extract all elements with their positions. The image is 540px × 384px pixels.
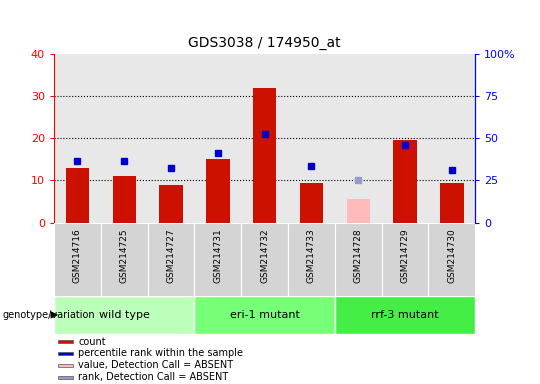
Bar — [101, 223, 147, 296]
Text: value, Detection Call = ABSENT: value, Detection Call = ABSENT — [78, 360, 233, 370]
Bar — [58, 340, 73, 343]
Text: GSM214730: GSM214730 — [447, 228, 456, 283]
Title: GDS3038 / 174950_at: GDS3038 / 174950_at — [188, 36, 341, 50]
Bar — [206, 159, 230, 223]
Text: GSM214725: GSM214725 — [120, 228, 129, 283]
Bar — [300, 183, 323, 223]
Bar — [58, 352, 73, 354]
Bar — [428, 223, 475, 296]
Bar — [58, 364, 73, 366]
Text: wild type: wild type — [99, 310, 150, 320]
Text: GSM214729: GSM214729 — [401, 228, 409, 283]
Bar — [241, 223, 288, 296]
Bar — [440, 183, 463, 223]
Bar — [335, 223, 382, 296]
Bar — [382, 223, 428, 296]
Text: GSM214731: GSM214731 — [213, 228, 222, 283]
Bar — [54, 223, 101, 296]
Text: genotype/variation: genotype/variation — [3, 310, 96, 320]
Text: count: count — [78, 336, 106, 347]
Bar — [159, 185, 183, 223]
Bar — [194, 223, 241, 296]
Bar — [58, 376, 73, 379]
Text: percentile rank within the sample: percentile rank within the sample — [78, 348, 243, 358]
Bar — [147, 223, 194, 296]
Text: GSM214728: GSM214728 — [354, 228, 363, 283]
Text: GSM214732: GSM214732 — [260, 228, 269, 283]
Text: GSM214716: GSM214716 — [73, 228, 82, 283]
Bar — [347, 200, 370, 223]
Bar — [335, 296, 475, 334]
Text: rank, Detection Call = ABSENT: rank, Detection Call = ABSENT — [78, 372, 228, 382]
Bar — [66, 168, 89, 223]
Text: GSM214727: GSM214727 — [166, 228, 176, 283]
Bar — [393, 140, 417, 223]
Text: GSM214733: GSM214733 — [307, 228, 316, 283]
Bar — [194, 296, 335, 334]
Text: rrf-3 mutant: rrf-3 mutant — [371, 310, 439, 320]
Bar — [253, 88, 276, 223]
Text: eri-1 mutant: eri-1 mutant — [230, 310, 300, 320]
Bar — [288, 223, 335, 296]
Bar — [54, 296, 194, 334]
Bar — [112, 176, 136, 223]
